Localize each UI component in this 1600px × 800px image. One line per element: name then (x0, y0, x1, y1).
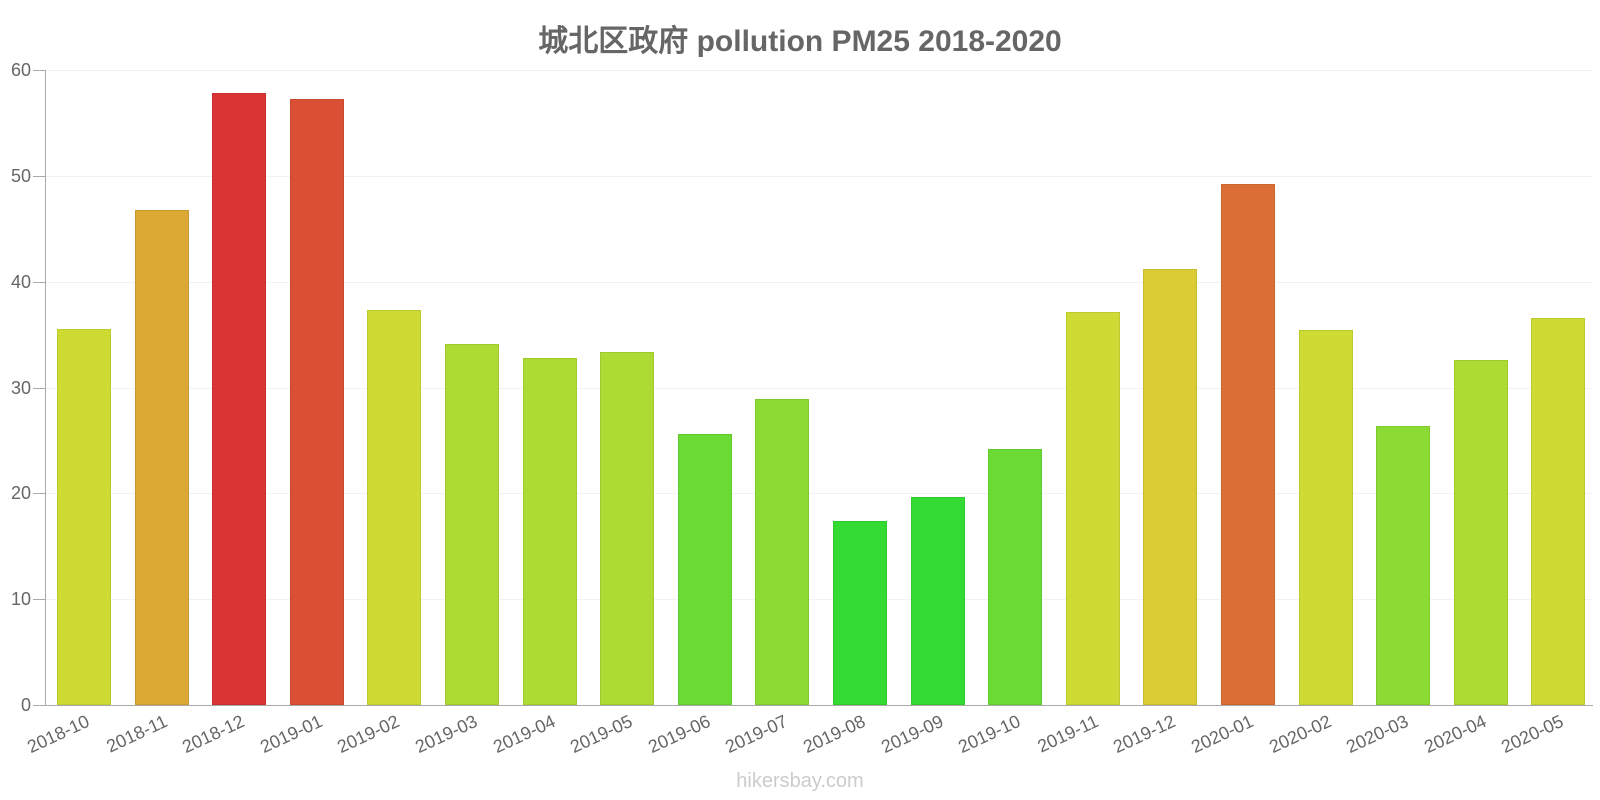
gridline (46, 281, 1592, 283)
y-tick-mark (33, 493, 45, 495)
credit-text: hikersbay.com (736, 770, 864, 792)
y-tick-mark (33, 387, 45, 389)
bar-2018-12[interactable] (212, 93, 267, 705)
bar-2019-05[interactable] (600, 351, 655, 705)
bar-2019-08[interactable] (833, 520, 887, 705)
bar-2020-05[interactable] (1531, 317, 1586, 705)
bar-2018-10[interactable] (57, 329, 111, 705)
bar-2019-11[interactable] (1065, 312, 1120, 705)
bar-2019-04[interactable] (522, 357, 577, 705)
y-tick-label: 0 (20, 695, 31, 715)
bar-2020-04[interactable] (1453, 359, 1508, 705)
bar-2020-03[interactable] (1376, 425, 1431, 705)
bar-2019-02[interactable] (367, 310, 422, 705)
y-tick-mark (33, 70, 45, 71)
y-tick-mark (33, 599, 45, 601)
gridline (46, 387, 1592, 389)
y-tick-label: 40 (10, 271, 31, 292)
gridline (46, 599, 1592, 601)
bar-2018-11[interactable] (134, 209, 189, 705)
bar-2020-01[interactable] (1221, 184, 1275, 705)
bar-2019-12[interactable] (1143, 268, 1198, 705)
bar-2020-02[interactable] (1298, 330, 1353, 705)
bar-2019-06[interactable] (677, 434, 732, 705)
y-axis (45, 70, 46, 706)
gridline (46, 175, 1592, 177)
y-tick-mark (33, 281, 45, 283)
y-tick-label: 50 (10, 165, 31, 186)
y-tick-label: 20 (10, 483, 31, 504)
bar-2019-10[interactable] (988, 448, 1043, 705)
bar-2019-01[interactable] (289, 98, 344, 705)
bar-2019-03[interactable] (445, 344, 499, 705)
x-axis (33, 705, 1593, 706)
y-tick-label: 60 (10, 60, 31, 80)
y-tick-mark (33, 175, 45, 177)
bar-2019-09[interactable] (910, 496, 965, 705)
gridline (46, 493, 1592, 495)
y-tick-label: 10 (10, 589, 31, 610)
y-tick-label: 30 (10, 377, 31, 398)
gridline (46, 70, 1592, 71)
chart-title: 城北区政府 pollution PM25 2018-2020 (538, 25, 1062, 58)
bar-2019-07[interactable] (755, 399, 810, 705)
